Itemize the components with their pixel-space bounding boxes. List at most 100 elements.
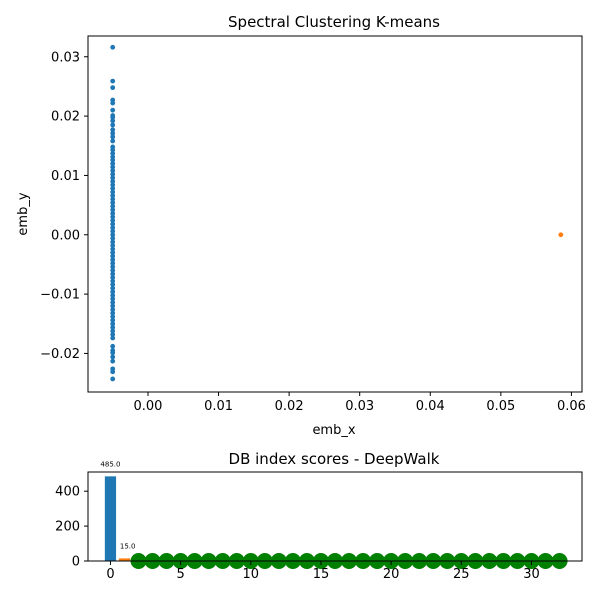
scatter-point-series-0 <box>110 171 116 177</box>
bar-data-label: 485.0 <box>100 460 120 468</box>
bar-x-ticks: 0 5 10 15 20 25 30 <box>106 561 540 582</box>
scatter-point-series-0 <box>110 235 116 241</box>
scatter-chart: Spectral Clustering K-means 0.00 0.01 0.02… <box>16 13 586 438</box>
scatter-point-series-0 <box>110 203 116 209</box>
scatter-point-series-0 <box>110 246 116 252</box>
scatter-x-axis-label: emb_x <box>312 423 355 438</box>
scatter-x-tick-label: 0.05 <box>486 399 515 414</box>
scatter-point-series-0 <box>110 310 116 316</box>
scatter-point-series-0 <box>110 376 116 382</box>
scatter-point-series-0 <box>110 335 116 341</box>
scatter-point-series-0 <box>110 85 116 91</box>
scatter-x-tick-label: 0.02 <box>275 399 304 414</box>
scatter-point-series-0 <box>110 164 116 170</box>
bar-title: DB index scores - DeepWalk <box>229 450 440 468</box>
scatter-point-series-0 <box>110 317 116 323</box>
scatter-point-series-0 <box>110 332 116 337</box>
scatter-x-tick-label: 0.04 <box>416 399 445 414</box>
scatter-x-tick-label: 0.03 <box>345 399 374 414</box>
scatter-y-tick-label: 0.03 <box>51 50 80 65</box>
bar-y-tick-label: 200 <box>55 520 80 535</box>
bar-data-labels: 485.0 15.0 <box>100 460 135 550</box>
scatter-x-tick-label: 0.06 <box>557 399 586 414</box>
bar-x-tick-label: 30 <box>523 567 540 582</box>
scatter-point-series-0 <box>110 151 116 156</box>
scatter-point-series-0 <box>110 300 116 305</box>
scatter-y-tick-label: 0.01 <box>51 169 80 184</box>
bar-x-tick-label: 0 <box>106 567 114 582</box>
scatter-point-series-0 <box>110 343 116 349</box>
scatter-point-series-0 <box>110 243 116 248</box>
bar-marks <box>104 476 131 561</box>
scatter-point-series-0 <box>110 275 116 280</box>
scatter-point-series-0 <box>110 193 116 199</box>
scatter-point-series-0 <box>110 307 116 312</box>
scatter-point-series-0 <box>110 168 116 174</box>
scatter-point-series-0 <box>110 264 116 270</box>
scatter-point-series-0 <box>110 314 116 320</box>
scatter-point-series-0 <box>110 161 116 166</box>
bar-1 <box>118 558 131 561</box>
scatter-point-series-0 <box>110 358 116 364</box>
scatter-point-series-0 <box>110 328 116 334</box>
bar-y-tick-label: 0 <box>72 555 80 570</box>
scatter-point-series-0 <box>110 134 116 140</box>
scatter-point-series-0 <box>110 282 116 288</box>
scatter-point-series-0 <box>110 178 116 184</box>
scatter-point-series-0 <box>110 267 116 273</box>
scatter-point-series-0 <box>110 196 116 202</box>
scatter-y-tick-label: 0.02 <box>51 110 80 125</box>
scatter-point-series-0 <box>110 324 116 330</box>
scatter-point-series-0 <box>110 271 116 277</box>
scatter-point-series-0 <box>110 239 116 245</box>
scatter-point-series-0 <box>110 44 116 50</box>
bar-data-label: 15.0 <box>120 542 136 550</box>
scatter-point-series-0 <box>110 218 116 223</box>
scatter-point-series-0 <box>110 182 116 188</box>
scatter-point-series-0 <box>110 207 116 213</box>
scatter-point-series-0 <box>110 211 116 216</box>
scatter-point-series-1 <box>558 232 564 238</box>
bar-x-tick-label: 25 <box>453 567 470 582</box>
scatter-point-series-0 <box>110 214 116 220</box>
scatter-y-tick-label: −0.02 <box>40 347 80 362</box>
scatter-point-series-0 <box>110 257 116 263</box>
bar-x-tick-label: 5 <box>176 567 184 582</box>
scatter-point-series-0 <box>110 350 116 356</box>
bar-chart: DB index scores - DeepWalk 485.0 15.0 0 5 1… <box>55 450 583 582</box>
bar-y-tick-label: 400 <box>55 485 80 500</box>
scatter-point-series-0 <box>110 114 116 120</box>
scatter-point-series-0 <box>110 100 116 106</box>
scatter-point-series-0 <box>110 157 116 163</box>
scatter-point-series-0 <box>110 289 116 295</box>
scatter-point-series-0 <box>110 260 116 266</box>
bar-y-ticks: 0 200 400 <box>55 485 88 570</box>
bar-plot-frame <box>87 471 583 562</box>
bar-x-tick-label: 20 <box>383 567 400 582</box>
scatter-point-series-0 <box>110 303 116 309</box>
scatter-y-ticks: −0.02 −0.01 0.00 0.01 0.02 0.03 <box>40 50 88 362</box>
scatter-point-series-0 <box>110 250 116 255</box>
scatter-point-series-0 <box>110 200 116 206</box>
scatter-point-series-0 <box>110 285 116 291</box>
scatter-point-series-0 <box>110 296 116 302</box>
scatter-point-series-0 <box>110 232 116 238</box>
scatter-y-tick-label: −0.01 <box>40 288 80 303</box>
scatter-point-series-0 <box>110 186 116 191</box>
scatter-plot-frame <box>87 35 583 393</box>
scatter-point-series-0 <box>110 127 116 133</box>
scatter-y-tick-label: 0.00 <box>51 228 80 243</box>
bar-x-tick-label: 15 <box>313 567 330 582</box>
scatter-point-series-0 <box>110 278 116 284</box>
scatter-x-ticks: 0.00 0.01 0.02 0.03 0.04 0.05 0.06 <box>134 392 586 414</box>
scatter-x-tick-label: 0.00 <box>134 399 163 414</box>
scatter-point-series-0 <box>110 354 116 360</box>
bar-0 <box>104 476 117 561</box>
scatter-points <box>110 44 564 382</box>
scatter-point-series-0 <box>110 225 116 231</box>
scatter-point-series-0 <box>110 122 116 128</box>
scatter-point-series-0 <box>110 118 116 124</box>
scatter-point-series-0 <box>110 130 116 136</box>
